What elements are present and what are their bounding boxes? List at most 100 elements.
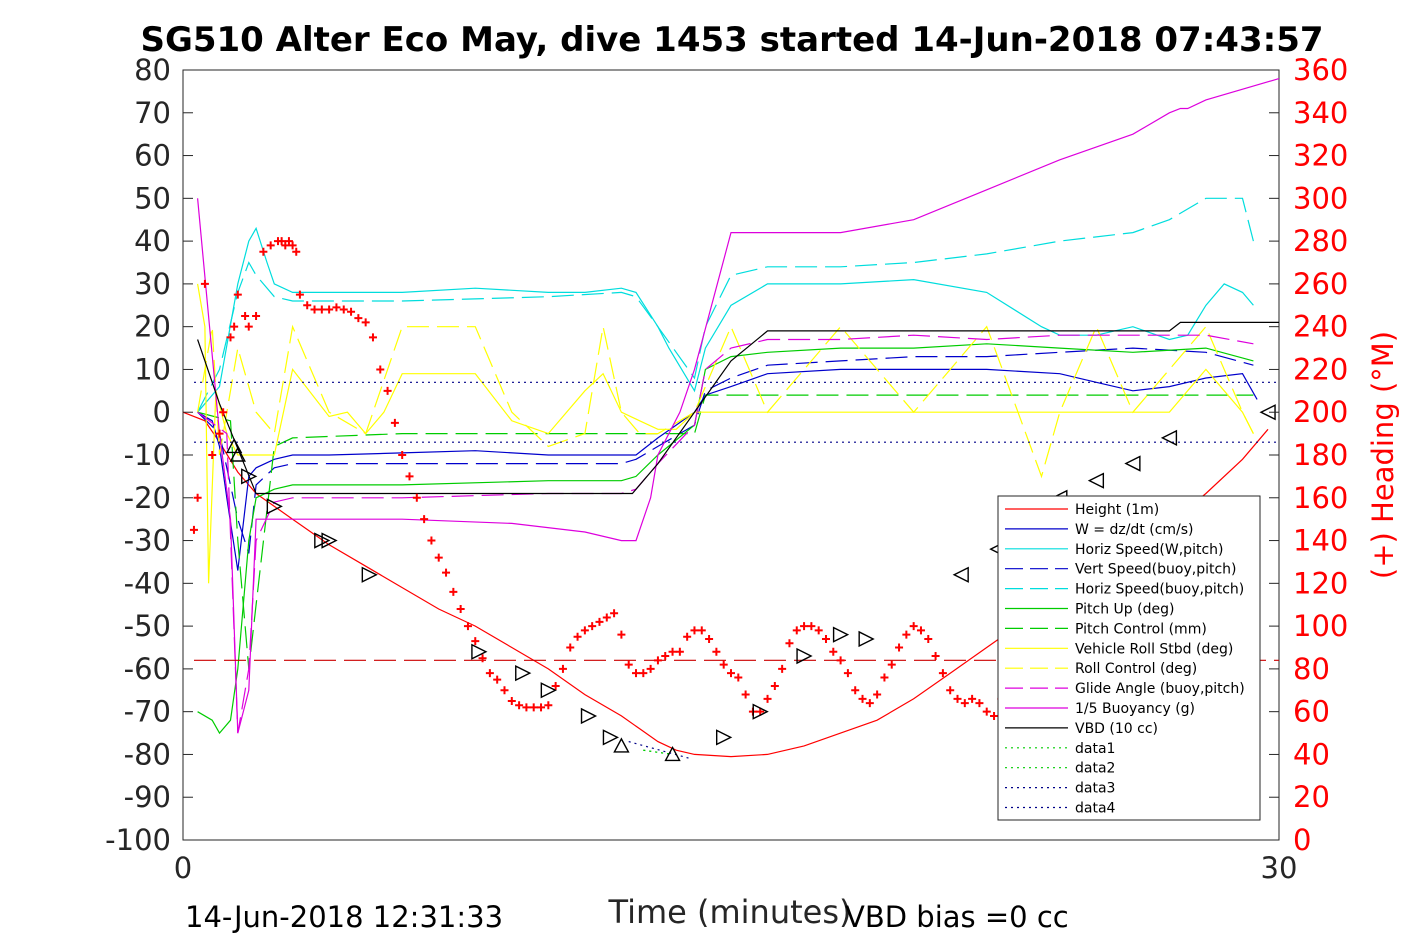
heading-point: [697, 626, 706, 635]
y-tick-label: -20: [124, 481, 171, 515]
heading-point: [478, 654, 487, 663]
depth-marker: [321, 532, 338, 549]
heading-point: [277, 237, 286, 246]
depth-marker: [752, 703, 769, 720]
heading-point: [456, 605, 465, 613]
y-tick-label: 30: [134, 267, 171, 301]
heading-point: [420, 515, 429, 524]
y-tick-label: -70: [124, 695, 171, 729]
series-line-4: [197, 197, 1254, 413]
heading-point: [376, 365, 385, 374]
heading-point: [705, 634, 714, 643]
heading-point: [241, 311, 250, 320]
depth-marker: [266, 498, 283, 515]
heading-point: [442, 568, 451, 577]
heading-point: [537, 703, 546, 712]
legend-label: Horiz Speed(W,pitch): [1075, 542, 1223, 558]
heading-point: [259, 247, 268, 256]
y-tick-label: 80: [134, 53, 171, 87]
heading-point: [332, 303, 341, 312]
heading-point: [208, 451, 217, 459]
x-axis: 0 30: [174, 830, 1298, 885]
y-tick-label: 0: [153, 395, 171, 429]
heading-point: [975, 699, 984, 708]
heading-point: [493, 675, 502, 684]
heading-point: [814, 626, 823, 635]
heading-point: [734, 673, 743, 682]
y-tick-label: 50: [134, 181, 171, 215]
series-line-5: [197, 343, 1254, 735]
heading-point: [244, 322, 253, 331]
heading-point: [515, 701, 524, 710]
y-right-tick-label: 0: [1293, 823, 1311, 857]
chart-title: SG510 Alter Eco May, dive 1453 started 1…: [140, 20, 1323, 60]
legend-label: VBD (10 cc): [1075, 721, 1158, 737]
heading-point: [558, 664, 567, 673]
heading-point: [712, 647, 721, 656]
heading-point: [507, 696, 516, 705]
series-line-7: [197, 283, 1254, 584]
heading-point: [449, 587, 458, 596]
heading-point: [675, 647, 684, 656]
depth-marker: [361, 566, 378, 583]
y-right-tick-label: 20: [1293, 780, 1330, 814]
depth-marker: [715, 729, 733, 746]
heading-point: [770, 682, 779, 690]
legend-label: Horiz Speed(buoy,pitch): [1075, 582, 1244, 598]
heading-point: [588, 622, 597, 631]
depth-marker: [602, 729, 620, 746]
legend-label: Vehicle Roll Stbd (deg): [1075, 641, 1233, 657]
x-tick-label: 30: [1261, 851, 1298, 885]
heading-point: [924, 634, 933, 643]
heading-point: [719, 660, 728, 669]
depth-marker: [613, 737, 630, 753]
y-right-tick-label: 100: [1293, 609, 1348, 643]
heading-point: [778, 664, 787, 673]
heading-point: [858, 694, 867, 703]
y-right-tick-label: 280: [1293, 224, 1348, 258]
x-tick-label: 0: [174, 851, 192, 885]
heading-point: [193, 493, 202, 502]
heading-point: [807, 622, 816, 631]
y-tick-label: 40: [134, 224, 171, 258]
y-right-tick-label: 60: [1293, 695, 1330, 729]
heading-point: [500, 686, 509, 695]
depth-marker: [580, 707, 598, 725]
legend-label: Vert Speed(buoy,pitch): [1075, 562, 1237, 578]
heading-point: [361, 318, 370, 327]
heading-point: [434, 553, 443, 562]
heading-point: [602, 613, 611, 622]
heading-point: [230, 322, 239, 331]
heading-point: [610, 609, 619, 618]
heading-point: [463, 622, 472, 631]
y-right-tick-label: 320: [1293, 139, 1348, 173]
heading-point: [383, 386, 392, 395]
heading-point: [347, 307, 356, 316]
heading-point: [266, 241, 275, 250]
heading-point: [792, 626, 801, 635]
heading-point: [427, 536, 436, 545]
y-tick-label: -90: [124, 780, 171, 814]
legend-label: data2: [1075, 761, 1115, 777]
heading-point: [219, 408, 228, 417]
series-line-3: [197, 347, 1254, 554]
heading-point: [303, 301, 312, 310]
y-tick-label: -40: [124, 566, 171, 600]
heading-point: [215, 429, 224, 438]
heading-point: [690, 626, 699, 635]
marker-layer: [225, 404, 1276, 762]
depth-marker: [1160, 429, 1178, 447]
legend-label: data3: [1075, 781, 1115, 797]
heading-point: [529, 703, 538, 712]
heading-point: [909, 622, 918, 631]
y-right-tick-label: 340: [1293, 96, 1348, 130]
y-tick-label: -80: [124, 737, 171, 771]
y-tick-label: -50: [124, 609, 171, 643]
heading-point: [573, 632, 582, 641]
heading-point: [252, 311, 261, 320]
right-y-axis: 3603403203002802602402202001801601401201…: [1269, 53, 1348, 857]
depth-marker: [796, 647, 813, 665]
y-tick-label: 10: [134, 352, 171, 386]
heading-point: [189, 525, 198, 534]
depth-marker: [664, 745, 681, 762]
